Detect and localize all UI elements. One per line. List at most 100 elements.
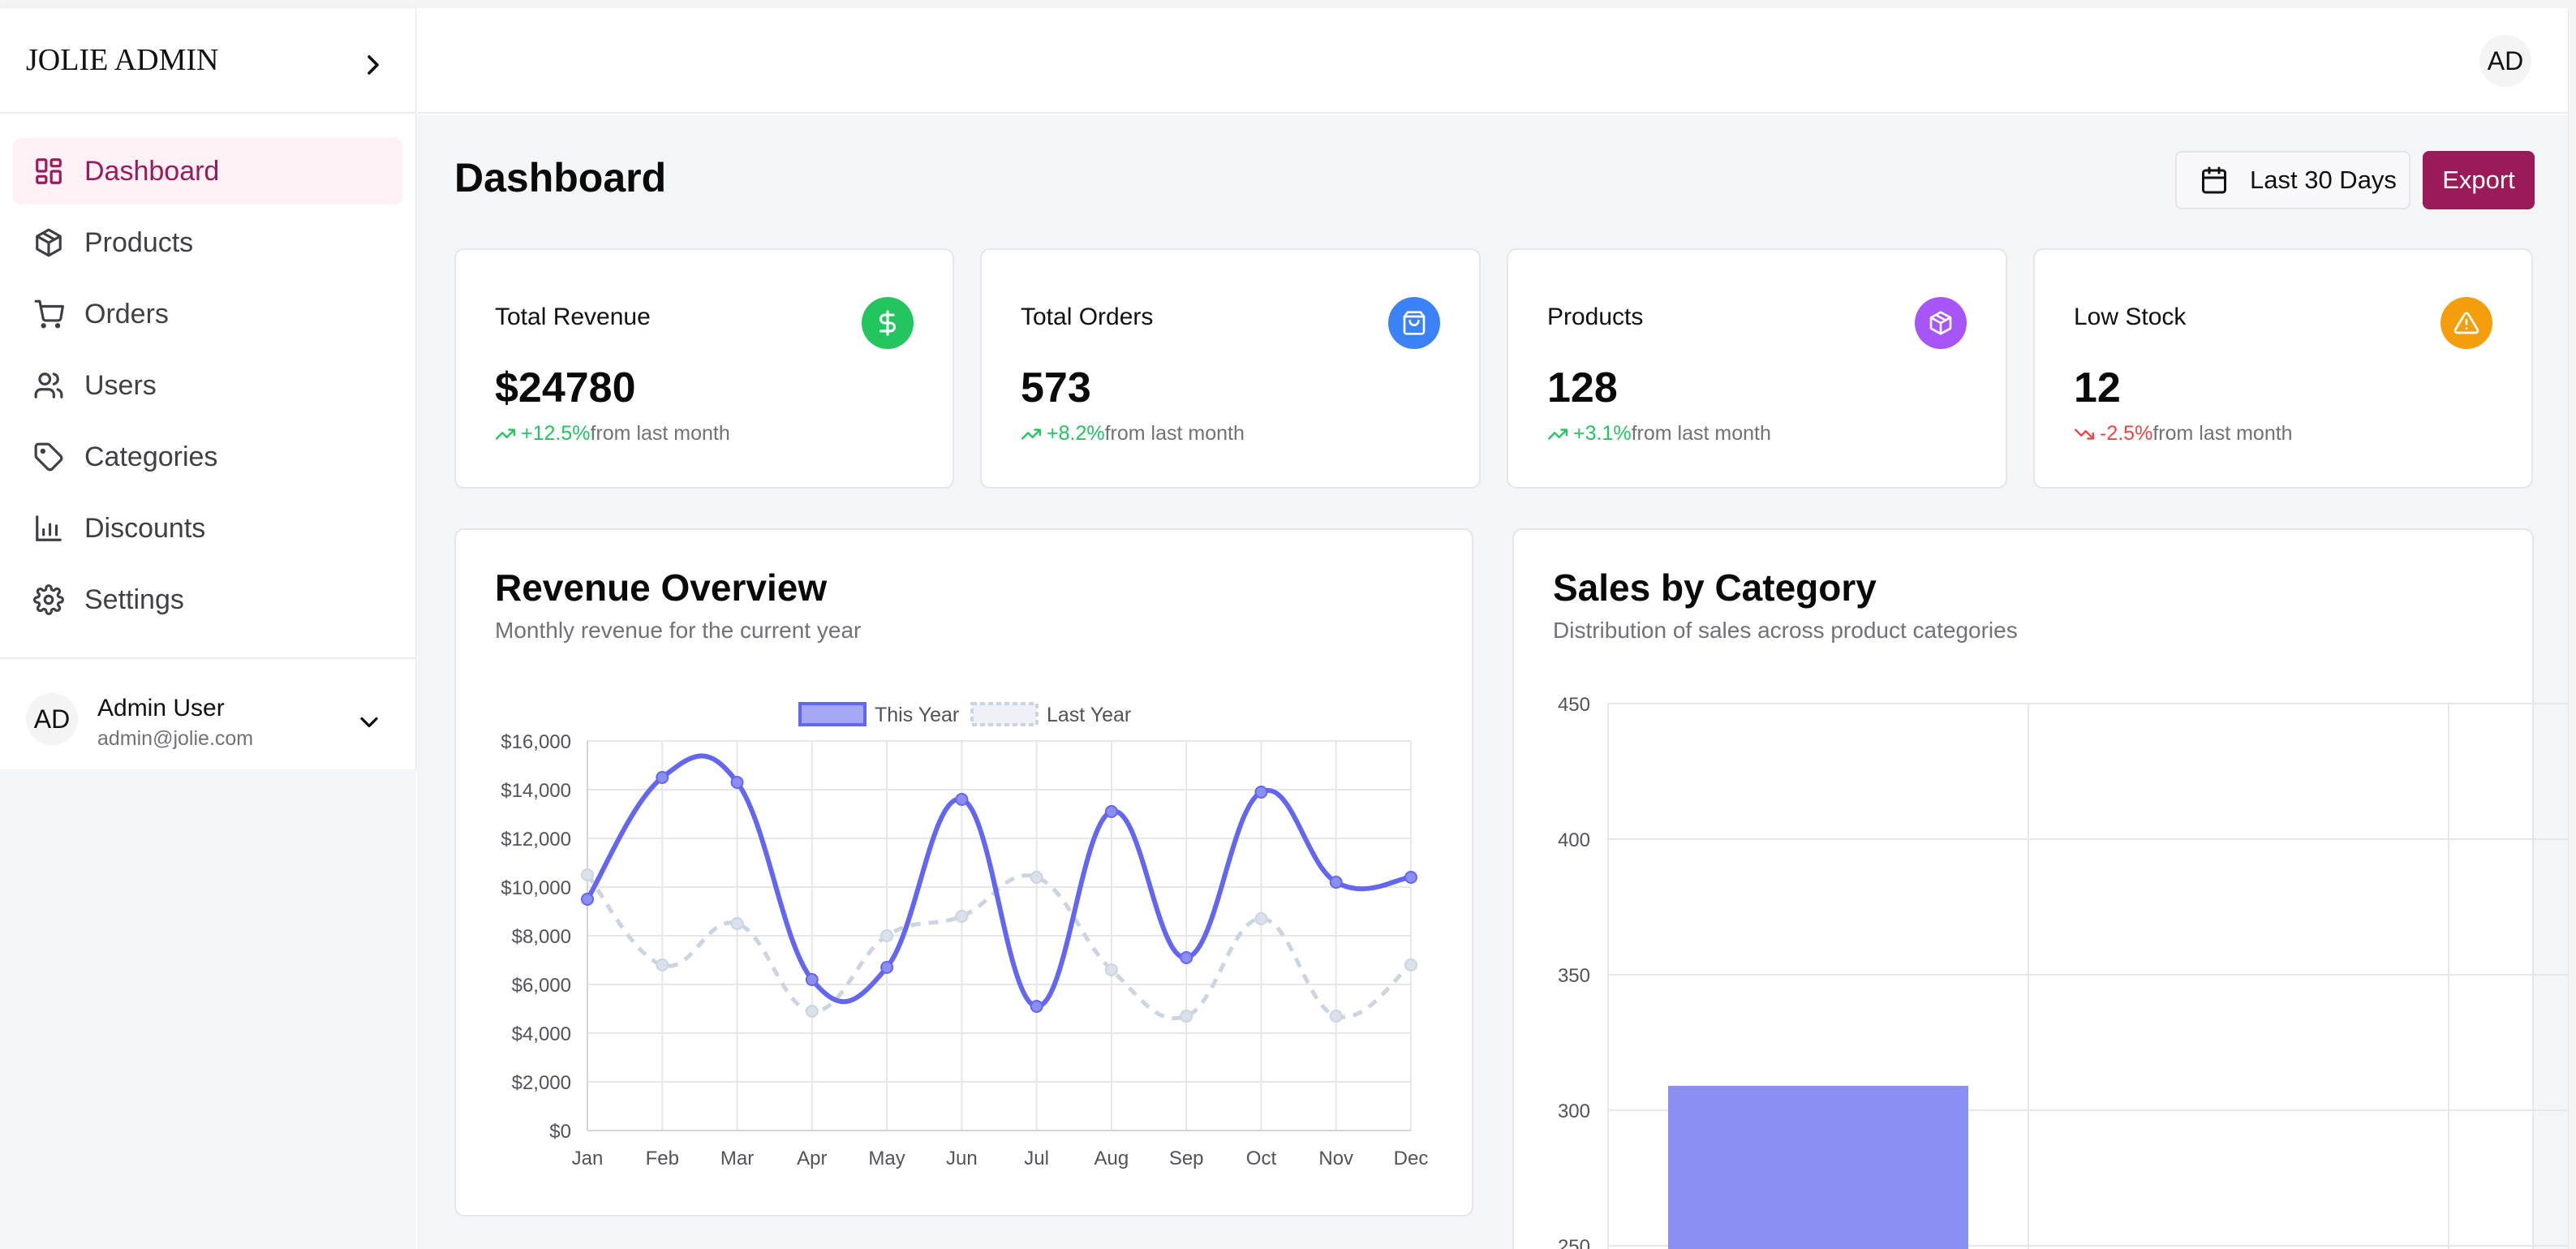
user-menu[interactable]: AD Admin User admin@jolie.com — [26, 688, 391, 753]
last-year-data-point — [581, 868, 594, 881]
sidebar-item-label: Orders — [84, 298, 169, 329]
sidebar-item-label: Settings — [84, 584, 184, 615]
last-year-data-point — [880, 929, 894, 942]
x-tick-label: Mar — [720, 1148, 754, 1169]
stat-card-products: Products 128 +3.1% from last month — [1507, 248, 2007, 489]
this-year-data-point — [955, 793, 969, 806]
stat-value: 12 — [2074, 364, 2121, 411]
user-name: Admin User — [97, 695, 225, 721]
y-tick-label: $6,000 — [512, 975, 571, 997]
x-tick-label: Feb — [646, 1148, 679, 1169]
this-year-data-point — [805, 973, 819, 986]
sidebar-item-categories[interactable]: Categories — [13, 424, 402, 490]
chevron-down-icon[interactable] — [355, 708, 384, 737]
chart-subtitle: Distribution of sales across product cat… — [1553, 618, 2018, 643]
sidebar: JOLIE ADMIN Dashboard Products Orders — [0, 8, 416, 769]
stat-suffix: from last month — [2152, 422, 2293, 445]
this-year-data-point — [1104, 805, 1118, 818]
sidebar-item-discounts[interactable]: Discounts — [13, 495, 402, 562]
y-tick-label: 450 — [1558, 694, 1590, 716]
stat-change: +8.2% — [1047, 422, 1105, 445]
this-year-data-point — [1180, 951, 1193, 964]
y-tick-label: 300 — [1558, 1100, 1590, 1122]
sidebar-item-users[interactable]: Users — [13, 352, 402, 419]
stat-trend: +12.5% from last month — [495, 422, 730, 446]
brand-logo[interactable]: JOLIE ADMIN — [26, 43, 219, 77]
y-tick-label: $4,000 — [512, 1023, 571, 1045]
shopping-bag-icon — [1388, 297, 1440, 349]
dashboard-icon — [32, 155, 65, 187]
stat-card-low-stock: Low Stock 12 -2.5% from last month — [2033, 248, 2533, 489]
stat-suffix: from last month — [590, 422, 730, 445]
this-year-data-point — [1030, 1000, 1043, 1013]
page-title: Dashboard — [454, 155, 667, 200]
stat-title: Low Stock — [2074, 304, 2187, 330]
revenue-line-chart: $0 $2,000 $4,000 $6,000 $8,000 $10,000 $12,000… — [501, 702, 1428, 1169]
sidebar-item-dashboard[interactable]: Dashboard — [13, 138, 402, 205]
chevron-right-icon[interactable] — [357, 49, 389, 81]
sidebar-nav: Dashboard Products Orders Users Categori… — [13, 138, 402, 638]
trend-down-icon — [2074, 428, 2095, 440]
x-tick-label: May — [868, 1148, 905, 1169]
sidebar-item-label: Dashboard — [84, 155, 220, 187]
stat-change: +12.5% — [521, 422, 591, 445]
avatar: AD — [26, 693, 78, 745]
y-tick-label: $10,000 — [501, 877, 571, 899]
header-avatar[interactable]: AD — [2479, 35, 2531, 87]
x-tick-label: Jul — [1024, 1148, 1049, 1169]
last-year-data-point — [955, 910, 969, 923]
warning-icon — [2441, 297, 2492, 349]
sidebar-item-label: Discounts — [84, 512, 206, 544]
this-year-series-line — [585, 753, 1412, 1009]
legend-last-year-label: Last Year — [1047, 704, 1131, 726]
bar-chart-icon — [32, 512, 65, 545]
dollar-icon — [862, 297, 914, 349]
last-year-data-point — [1104, 963, 1118, 976]
trend-up-icon — [1547, 428, 1568, 440]
legend-this-year-swatch — [798, 702, 867, 726]
this-year-data-point — [880, 961, 894, 974]
y-tick-label: $16,000 — [501, 731, 571, 753]
last-year-data-point — [1030, 871, 1043, 884]
chart-subtitle: Monthly revenue for the current year — [495, 618, 862, 643]
last-year-data-point — [730, 917, 744, 930]
stat-trend: +3.1% from last month — [1547, 422, 1771, 446]
y-tick-label: $12,000 — [501, 829, 571, 851]
x-tick-label: Oct — [1246, 1148, 1277, 1169]
sidebar-item-label: Products — [84, 226, 194, 258]
stat-trend: +8.2% from last month — [1021, 422, 1245, 446]
x-tick-label: Jan — [572, 1148, 604, 1169]
stat-suffix: from last month — [1104, 422, 1245, 445]
sidebar-item-orders[interactable]: Orders — [13, 281, 402, 347]
last-year-series-line — [586, 873, 1413, 1021]
sidebar-item-settings[interactable]: Settings — [13, 566, 402, 633]
y-tick-label: 400 — [1558, 829, 1590, 851]
stat-title: Total Revenue — [495, 304, 651, 330]
trend-up-icon — [1021, 428, 1042, 440]
last-year-data-point — [805, 1005, 819, 1018]
scrollbar[interactable] — [2568, 8, 2576, 1249]
date-range-button[interactable]: Last 30 Days — [2175, 151, 2410, 209]
box-icon — [1915, 297, 1967, 349]
stat-change: -2.5% — [2100, 422, 2153, 445]
sales-bar-chart: 250 300 350 400 450 — [1558, 694, 2568, 1249]
y-tick-label: $0 — [549, 1121, 571, 1143]
last-year-data-point — [1329, 1010, 1343, 1023]
export-button[interactable]: Export — [2423, 151, 2535, 209]
x-tick-label: Jun — [946, 1148, 978, 1169]
stat-suffix: from last month — [1631, 422, 1771, 445]
x-tick-label: Nov — [1318, 1148, 1353, 1169]
category-bar — [1668, 1085, 1968, 1249]
top-header: AD — [417, 8, 2568, 114]
user-email: admin@jolie.com — [97, 727, 254, 750]
stat-value: 573 — [1021, 364, 1091, 411]
stat-card-revenue: Total Revenue $24780 +12.5% from last mo… — [454, 248, 954, 489]
y-tick-label: $8,000 — [512, 926, 571, 948]
sidebar-item-products[interactable]: Products — [13, 209, 402, 276]
this-year-data-point — [1329, 876, 1343, 889]
revenue-overview-card: Revenue Overview Monthly revenue for the… — [454, 528, 1473, 1217]
this-year-data-point — [1254, 786, 1268, 799]
sidebar-item-label: Categories — [84, 441, 218, 472]
stat-title: Total Orders — [1021, 304, 1154, 330]
users-icon — [32, 369, 65, 402]
